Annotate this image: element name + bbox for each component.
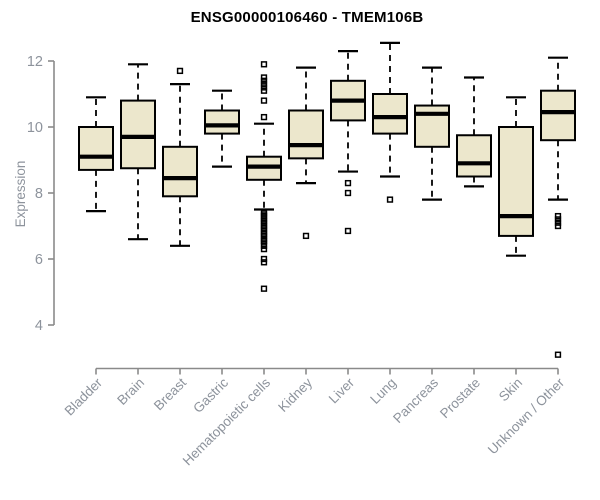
iqr-box [120, 99, 156, 170]
outlier-point [260, 242, 268, 249]
iqr-box [288, 109, 324, 160]
outlier-point [554, 351, 562, 358]
outlier-point [260, 255, 268, 263]
outlier-point [260, 239, 268, 246]
outlier-point [554, 222, 562, 230]
outlier-point [260, 285, 268, 292]
outlier-point [260, 259, 268, 266]
outlier-point [260, 97, 268, 104]
y-tick-label: 12 [27, 54, 43, 70]
outlier-point [302, 232, 310, 240]
x-category-label: Lung [367, 375, 399, 407]
iqr-box [372, 93, 408, 135]
y-tick-label: 10 [27, 120, 43, 136]
outlier-point [260, 61, 268, 68]
x-category-label: Liver [326, 375, 358, 407]
x-category-label: Breast [151, 375, 189, 413]
outlier-point [260, 113, 268, 121]
outlier-point [260, 80, 268, 88]
x-category-label: Kidney [275, 375, 315, 415]
outlier-point [260, 77, 268, 84]
iqr-box [162, 145, 198, 198]
outlier-point [344, 189, 352, 197]
outlier-point [386, 196, 394, 203]
x-category-label: Skin [496, 375, 525, 404]
x-category-label: Brain [114, 375, 147, 408]
y-tick-label: 4 [35, 318, 43, 334]
outlier-point [260, 84, 268, 91]
y-tick-label: 6 [35, 252, 43, 268]
outlier-point [554, 219, 562, 226]
chart-title: ENSG00000106460 - TMEM106B [190, 9, 424, 26]
outlier-point [344, 227, 352, 235]
iqr-box [498, 126, 534, 237]
x-category-label: Pancreas [390, 375, 441, 426]
iqr-box [456, 134, 492, 178]
x-category-label: Prostate [437, 375, 483, 421]
iqr-box [540, 89, 576, 142]
iqr-box [204, 109, 240, 135]
outlier-point [260, 74, 268, 81]
outlier-point [554, 212, 562, 220]
x-category-label: Bladder [62, 375, 106, 419]
x-category-label: Gastric [190, 375, 231, 416]
x-category-label: Unknown / Other [485, 375, 568, 458]
outlier-point [344, 179, 352, 187]
outlier-point [260, 245, 268, 253]
y-tick-label: 8 [35, 186, 43, 202]
iqr-box [78, 126, 114, 171]
outlier-point [260, 87, 268, 94]
outlier-point [554, 216, 562, 223]
outlier-point [176, 67, 184, 75]
